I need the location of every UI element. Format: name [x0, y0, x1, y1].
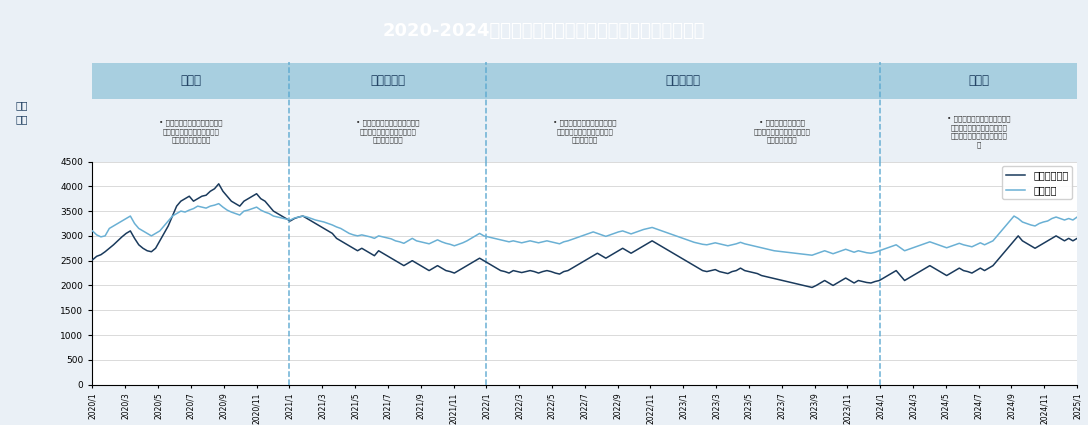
- 上证指数: [465, 236, 478, 241]
- Text: 持续下行期: 持续下行期: [666, 74, 701, 87]
- 医药生物指数: [212, 181, 225, 186]
- 医药生物指数: [877, 275, 890, 281]
- Bar: [486, 62, 880, 99]
- Bar: [880, 62, 1077, 99]
- 医药生物指数: [805, 285, 818, 290]
- 上证指数: [877, 246, 890, 252]
- 上证指数: [86, 228, 99, 233]
- 医药生物指数: [928, 266, 941, 271]
- Text: 2020-2024年医药生物及上证指数行情走势（周线数据）: 2020-2024年医药生物及上证指数行情走势（周线数据）: [383, 22, 705, 40]
- Bar: [289, 62, 486, 99]
- 上证指数: [805, 252, 818, 258]
- Text: • 国内外行业竞争加剧，市场供
需关系的调整，药品集采、疫
苗、医药零售等多领域降价明
显: • 国内外行业竞争加剧，市场供 需关系的调整，药品集采、疫 苗、医药零售等多领域…: [947, 115, 1011, 148]
- Text: 强势期: 强势期: [181, 74, 201, 87]
- Legend: 医药生物指数, 上证指数: 医药生物指数, 上证指数: [1002, 166, 1073, 199]
- 上证指数: [359, 233, 372, 238]
- 医药生物指数: [86, 257, 99, 262]
- 上证指数: [1071, 215, 1084, 220]
- Text: • 新冠疫情开始，口罩、防护服
等医疗耗材以及体外诊断需求
增长，迎来强势行情: • 新冠疫情开始，口罩、防护服 等医疗耗材以及体外诊断需求 增长，迎来强势行情: [159, 119, 223, 144]
- 医药生物指数: [465, 261, 478, 266]
- 医药生物指数: [359, 248, 372, 253]
- 上证指数: [128, 221, 141, 226]
- Bar: [92, 62, 289, 99]
- Line: 医药生物指数: 医药生物指数: [92, 184, 1077, 287]
- 上证指数: [928, 241, 941, 246]
- Text: 行业
背景: 行业 背景: [15, 101, 28, 125]
- 医药生物指数: [645, 238, 658, 244]
- Text: • 股票发行注册制改革
医药反腐行动深度、广度和力
度堪称前所未有: • 股票发行注册制改革 医药反腐行动深度、广度和力 度堪称前所未有: [753, 119, 811, 144]
- Text: 回暖期: 回暖期: [968, 74, 989, 87]
- 上证指数: [212, 201, 225, 206]
- 医药生物指数: [128, 236, 141, 241]
- Text: • 疫情形势严峻，生产消费受限
集采政策继续深化，企业利润
空间大幅压缩: • 疫情形势严峻，生产消费受限 集采政策继续深化，企业利润 空间大幅压缩: [553, 119, 617, 144]
- Text: • 疫情防控常态化叠加集采常态
化预期，行情逐渐分化，迎来
一定程度的回调: • 疫情防控常态化叠加集采常态 化预期，行情逐渐分化，迎来 一定程度的回调: [356, 119, 420, 144]
- 上证指数: [645, 225, 658, 230]
- 医药生物指数: [1071, 236, 1084, 241]
- Line: 上证指数: 上证指数: [92, 204, 1077, 255]
- Text: 分化回调期: 分化回调期: [370, 74, 406, 87]
